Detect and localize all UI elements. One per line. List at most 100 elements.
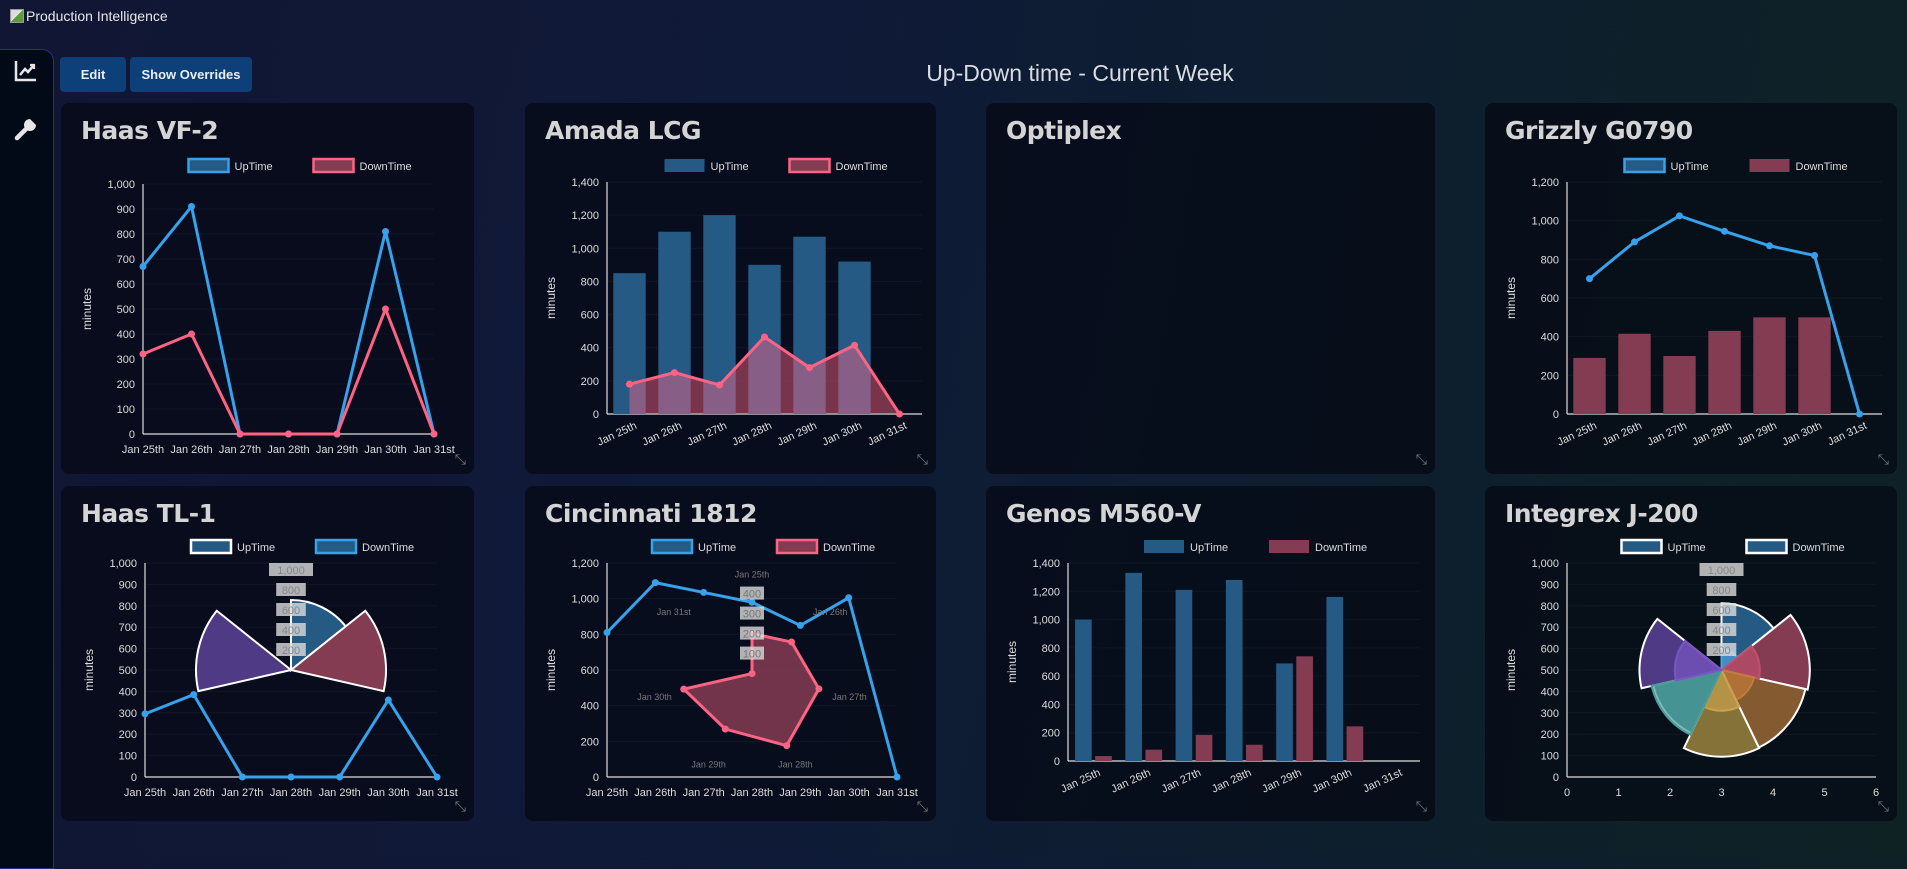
y-tick-label: 800 [581,276,599,288]
chart-title: Genos M560-V [1006,499,1202,528]
y-tick-label: 900 [117,204,135,216]
resize-handle-icon[interactable]: ⤡ [1415,798,1427,814]
polar-tick-label: 200 [282,645,300,657]
y-tick-label: 600 [117,279,135,291]
data-point [1811,251,1818,259]
y-tick-label: 1,000 [109,558,137,570]
x-tick-label: Jan 26th [170,444,212,456]
x-tick-label: 4 [1770,787,1776,799]
app-logo[interactable]: Production Intelligence [10,8,168,24]
bar [1246,744,1263,761]
resize-handle-icon[interactable]: ⤡ [916,451,928,467]
x-tick-label: Jan 31st [413,444,455,456]
data-point [139,263,147,270]
y-tick-label: 1,400 [1032,558,1060,570]
x-tick-label: Jan 29th [316,444,358,456]
resize-handle-icon[interactable]: ⤡ [454,451,466,467]
radar-point-label: Jan 25th [735,570,770,580]
y-tick-label: 600 [581,665,599,677]
y-tick-label: 0 [131,772,137,784]
y-tick-label: 1,000 [1531,216,1559,228]
chart-canvas: UpTime DownTime 0 200 400 600 800 1,000 1,200 1,4… [1005,540,1420,796]
data-point [626,380,633,388]
y-tick-label: 800 [1042,643,1060,655]
legend-label: DownTime [362,542,414,554]
edit-button[interactable]: Edit [60,57,126,92]
legend-label: DownTime [836,161,888,173]
resize-handle-icon[interactable]: ⤡ [454,798,466,814]
y-tick-label: 800 [119,601,137,613]
legend-label: UpTime [235,161,273,173]
bar [1618,333,1651,414]
y-tick-label: 1,200 [1032,586,1060,598]
y-tick-label: 200 [1541,729,1559,741]
y-tick-label: 500 [1541,665,1559,677]
data-point [236,430,244,438]
x-tick-label: Jan 25th [1555,420,1598,449]
polar-tick-box [1706,643,1737,656]
polar-sector [195,609,294,693]
bar [1276,663,1293,761]
wrench-icon[interactable] [13,116,39,142]
radar-tick-box [740,606,764,620]
data-point [333,430,341,438]
polar-sector [288,609,387,693]
resize-handle-icon[interactable]: ⤡ [1415,451,1427,467]
data-point [287,773,295,781]
polar-tick-label: 1,000 [277,565,305,577]
y-tick-label: 800 [1541,601,1559,613]
resize-handle-icon[interactable]: ⤡ [1877,451,1889,467]
page-title: Up-Down time - Current Week [926,60,1234,86]
resize-handle-icon[interactable]: ⤡ [916,798,928,814]
legend-swatch [312,157,355,174]
data-point [806,364,813,372]
radar-tick-label: 400 [743,589,761,601]
chart-title: Integrex J-200 [1505,499,1698,528]
x-tick-label: Jan 31st [416,787,458,799]
radar-tick-box [740,626,764,640]
data-point [671,369,678,377]
chart-panel: Genos M560-V ⤡ UpTime DownTime 0 200 400 600 800… [986,486,1435,821]
x-tick-label: Jan 26th [1109,767,1152,796]
resize-handle-icon[interactable]: ⤡ [1877,798,1889,814]
radar-tick-label: 100 [743,649,761,661]
logo-image-icon [10,9,24,23]
legend-swatch [189,538,233,555]
data-point [716,381,723,389]
chart-line-icon[interactable] [13,58,39,84]
bar [1573,357,1606,414]
chart-title: Haas VF-2 [81,116,219,145]
data-point [893,773,901,781]
legend-label: UpTime [698,542,736,554]
polar-tick-label: 200 [1712,645,1730,657]
show-overrides-button[interactable]: Show Overrides [130,57,252,92]
y-tick-label: 900 [119,579,137,591]
x-tick-label: Jan 28th [1690,420,1733,449]
chart-canvas: UpTime DownTime 0 200 400 600 800 1,000 1,200 1,4… [544,157,922,449]
data-point [139,350,147,358]
legend-label: UpTime [1668,542,1706,554]
polar-tick-box [1706,603,1737,616]
x-tick-label: Jan 29th [779,787,821,799]
legend-swatch [788,157,831,174]
x-tick-label: Jan 30th [820,420,863,449]
chart-panel: Grizzly G0790 ⤡ UpTime DownTime 0 200 400 600 80… [1485,103,1897,474]
y-tick-label: 1,000 [107,179,135,191]
app-title: Production Intelligence [26,8,168,24]
x-tick-label: Jan 31st [866,420,909,448]
data-point [1766,242,1773,250]
data-point [382,228,389,235]
y-tick-label: 400 [119,686,137,698]
radar-point-label: Jan 30th [637,692,672,702]
data-point [851,341,858,349]
polar-inner-sector [1650,668,1724,736]
legend-label: DownTime [1793,542,1845,554]
data-point [190,691,198,699]
legend-label: DownTime [1315,542,1367,554]
x-tick-label: Jan 26th [1600,420,1643,449]
bar [838,261,871,414]
data-point [603,629,611,637]
y-tick-label: 1,400 [571,177,599,189]
polar-tick-label: 600 [1712,605,1730,617]
chart-title: Grizzly G0790 [1505,116,1693,145]
